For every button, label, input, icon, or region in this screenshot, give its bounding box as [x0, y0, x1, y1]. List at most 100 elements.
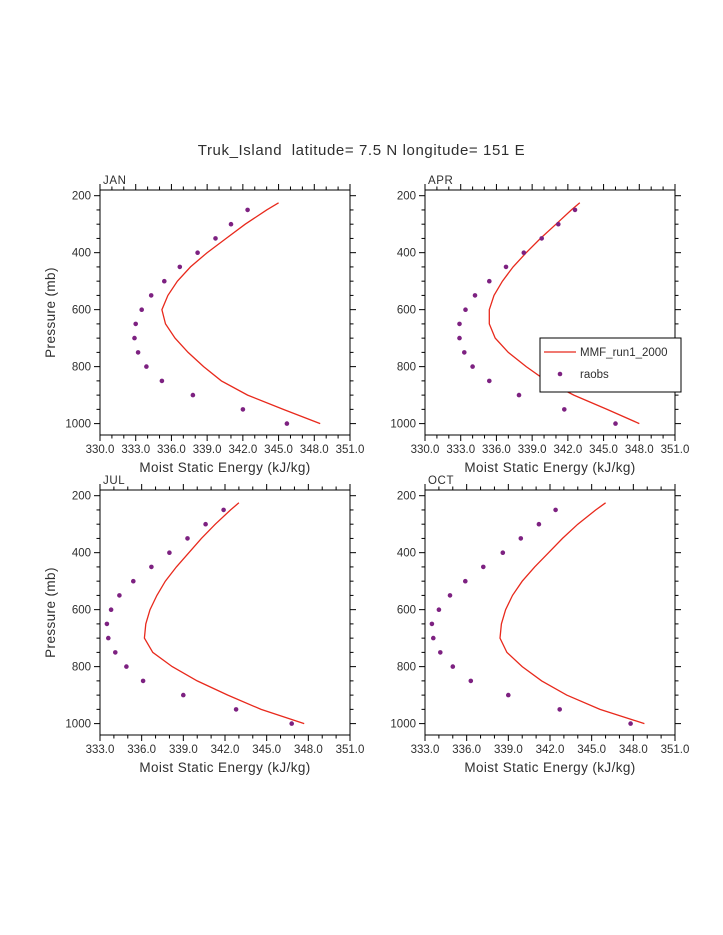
raobs-dot: [468, 678, 474, 684]
x-tick-label: 348.0: [294, 744, 323, 756]
raobs-dot: [562, 407, 567, 412]
raobs-dot: [500, 550, 506, 555]
raobs-dot: [228, 221, 234, 227]
y-tick-label: 400: [397, 248, 416, 260]
x-tick-label: 348.0: [619, 744, 648, 756]
x-tick-label: 333.0: [121, 444, 150, 456]
x-tick-label: 339.0: [518, 444, 547, 456]
y-tick-label: 600: [72, 605, 91, 617]
x-tick-label: 336.0: [157, 444, 186, 456]
x-axis-title: Moist Static Energy (kJ/kg): [464, 460, 635, 475]
raobs-dot: [140, 678, 146, 684]
raobs-dot: [190, 392, 196, 398]
raobs-dot: [536, 521, 542, 527]
x-axis-title: Moist Static Energy (kJ/kg): [139, 760, 310, 775]
x-tick-label: 336.0: [452, 744, 481, 756]
raobs-dot: [518, 536, 524, 541]
x-tick-label: 342.0: [553, 444, 582, 456]
y-tick-label: 600: [397, 305, 416, 317]
raobs-dot: [481, 564, 486, 570]
y-tick-label: 600: [72, 305, 91, 317]
panel-jan: 330.0 333.0 336.0 339.0 342.0 345.0 348.0 351.0…: [43, 175, 365, 475]
x-tick-label: 336.0: [482, 444, 511, 456]
raobs-dot: [436, 607, 442, 612]
raobs-dot: [148, 293, 154, 298]
y-tick-label: 1000: [390, 719, 416, 731]
raobs-dot: [149, 564, 154, 570]
raobs-dot: [284, 421, 290, 426]
raobs-dot: [113, 650, 118, 655]
y-tick-label: 400: [72, 548, 91, 560]
mmf-line: [143, 502, 305, 725]
figure-title: Truk_Island latitude= 7.5 N longitude= 1…: [197, 142, 526, 159]
raobs-dot: [195, 250, 200, 255]
raobs-dot: [429, 621, 435, 627]
x-tick-label: 333.0: [411, 744, 440, 756]
raobs-dot: [104, 621, 110, 627]
raobs-dot: [177, 264, 183, 270]
raobs-dot: [133, 321, 138, 327]
x-tick-label: 351.0: [336, 744, 365, 756]
raobs-dot: [233, 707, 239, 712]
raobs-dot: [108, 607, 114, 612]
raobs-dot: [572, 207, 578, 213]
x-tick-label: 330.0: [411, 444, 440, 456]
mmf-line: [499, 502, 645, 725]
plot-box: [99, 189, 351, 436]
x-tick-label: 345.0: [589, 444, 618, 456]
y-tick-label: 400: [397, 548, 416, 560]
raobs-dot: [124, 664, 129, 669]
raobs-dot: [628, 721, 633, 726]
x-tick-label: 339.0: [193, 444, 222, 456]
x-tick-label: 345.0: [264, 444, 293, 456]
x-tick-label: 339.0: [494, 744, 523, 756]
panel-apr: 330.0 333.0 336.0 339.0 342.0 345.0 348.0 351.0…: [390, 175, 690, 475]
raobs-dot: [185, 536, 190, 541]
panel-month-label: JUL: [103, 475, 125, 487]
panel-month-label: JAN: [103, 175, 127, 187]
y-tick-label: 200: [397, 191, 416, 203]
raobs-dot: [516, 392, 522, 398]
raobs-dot: [159, 378, 165, 384]
raobs-dot: [289, 721, 294, 726]
raobs-dot: [181, 692, 186, 698]
raobs-dot: [450, 664, 456, 669]
x-tick-label: 348.0: [300, 444, 329, 456]
raobs-dot: [213, 236, 218, 241]
x-tick-label: 348.0: [625, 444, 654, 456]
x-tick-label: 339.0: [169, 744, 198, 756]
y-tick-label: 1000: [65, 719, 91, 731]
raobs-dot: [106, 635, 111, 641]
panel-jul: 333.0 336.0 339.0 342.0 345.0 348.0 351.0 200 40…: [43, 475, 365, 775]
y-tick-label: 1000: [65, 419, 91, 431]
raobs-dot: [240, 407, 246, 412]
x-tick-label: 351.0: [661, 444, 690, 456]
plot-box: [424, 489, 676, 736]
x-tick-label: 342.0: [536, 744, 565, 756]
y-tick-label: 200: [397, 491, 416, 503]
y-axis-title: Pressure (mb): [43, 267, 58, 358]
raobs-dot: [117, 593, 122, 598]
x-axis-title: Moist Static Energy (kJ/kg): [464, 760, 635, 775]
raobs-dot: [457, 321, 462, 327]
raobs-dot: [462, 350, 467, 355]
plot-box: [99, 489, 351, 736]
panel-oct: 333.0 336.0 339.0 342.0 345.0 348.0 351.0 200 40…: [390, 475, 689, 775]
legend-box: [539, 337, 682, 393]
raobs-dot: [203, 521, 208, 527]
x-tick-label: 333.0: [446, 444, 475, 456]
raobs-dot: [463, 578, 468, 584]
raobs-dot: [487, 278, 492, 284]
raobs-dot: [557, 707, 562, 712]
raobs-dot: [503, 264, 509, 270]
x-tick-label: 351.0: [336, 444, 365, 456]
plot-box: [424, 189, 676, 436]
y-tick-label: 200: [72, 191, 91, 203]
raobs-dot: [245, 207, 250, 213]
raobs-dot: [487, 378, 492, 384]
y-tick-label: 600: [397, 605, 416, 617]
raobs-dot: [144, 364, 149, 369]
x-tick-label: 345.0: [252, 744, 281, 756]
raobs-dot: [221, 507, 226, 513]
raobs-dot: [132, 335, 137, 341]
